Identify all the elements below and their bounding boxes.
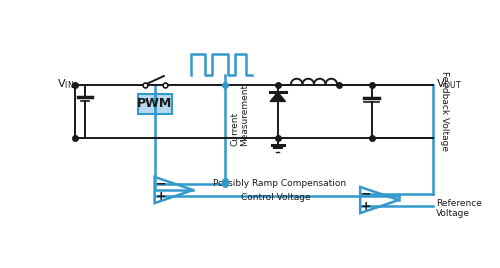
Text: $\mathsf{V_{OUT}}$: $\mathsf{V_{OUT}}$ [436, 78, 462, 91]
Text: $\mathsf{V_{IN}}$: $\mathsf{V_{IN}}$ [56, 78, 74, 91]
Text: −: − [361, 187, 372, 200]
Polygon shape [270, 92, 285, 102]
Text: PWM: PWM [137, 97, 172, 110]
Text: +: + [156, 190, 166, 203]
Text: Current
Measurement: Current Measurement [230, 84, 250, 146]
Text: Possibly Ramp Compensation: Possibly Ramp Compensation [213, 179, 346, 188]
Text: Feedback Voltage: Feedback Voltage [440, 72, 448, 151]
Text: −: − [156, 177, 166, 190]
Text: Reference
Voltage: Reference Voltage [436, 199, 482, 218]
Text: +: + [361, 200, 372, 213]
Text: Control Voltage: Control Voltage [242, 193, 311, 202]
FancyBboxPatch shape [138, 94, 172, 114]
